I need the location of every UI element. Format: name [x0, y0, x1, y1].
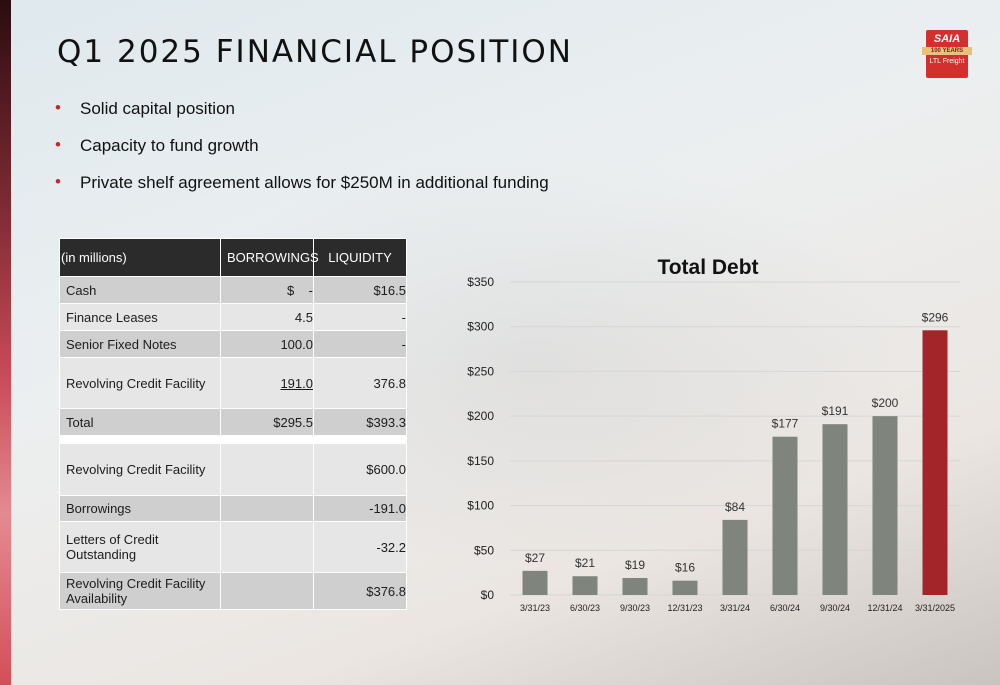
x-tick-label: 12/31/23	[667, 603, 702, 613]
bullet-list: • Solid capital position • Capacity to fun…	[55, 98, 549, 210]
table-header: BORROWINGS	[220, 238, 319, 277]
x-tick-label: 6/30/24	[770, 603, 800, 613]
table-row-total: Total $295.5 $393.3	[59, 408, 407, 436]
bullet-dot-icon: •	[55, 172, 61, 191]
table-row: Revolving Credit Facility $600.0	[59, 443, 407, 496]
table-cell	[220, 521, 314, 573]
table-cell: 191.0	[220, 357, 314, 409]
bar	[872, 416, 898, 595]
x-tick-label: 12/31/24	[867, 603, 902, 613]
bullet-text: Private shelf agreement allows for $250M…	[80, 173, 549, 192]
table-cell-label: Letters of Credit Outstanding	[59, 521, 221, 573]
x-tick-label: 3/31/23	[520, 603, 550, 613]
bar	[822, 424, 848, 595]
table-cell: $295.5	[220, 408, 314, 436]
table-cell: $393.3	[313, 408, 407, 436]
table-cell-label: Revolving Credit Facility Availability	[59, 572, 221, 610]
table-cell-label: Senior Fixed Notes	[59, 330, 221, 358]
table-row: Cash $ - $16.5	[59, 276, 407, 304]
table-row: Borrowings -191.0	[59, 495, 407, 522]
y-tick-label: $200	[467, 409, 494, 423]
bar	[722, 519, 748, 595]
table-cell: $600.0	[313, 443, 407, 496]
y-tick-label: $0	[481, 588, 495, 602]
page-title: Q1 2025 FINANCIAL POSITION	[57, 34, 573, 70]
bar-value-label: $21	[575, 556, 595, 570]
table-cell-label: Revolving Credit Facility	[59, 443, 221, 496]
bar	[772, 436, 798, 595]
y-tick-label: $100	[467, 499, 494, 513]
company-logo: SAIA 100 YEARS LTL Freight	[922, 30, 972, 78]
bar	[672, 580, 698, 595]
bar	[622, 578, 648, 595]
table-separator	[59, 435, 407, 444]
table-cell: $ -	[220, 276, 314, 304]
table-cell: 376.8	[313, 357, 407, 409]
total-debt-chart: Total Debt $0 $50 $100 $150 $200 $250 $300 $350…	[460, 240, 1000, 620]
table-header: (in millions)	[59, 238, 221, 277]
bullet-text: Solid capital position	[80, 99, 235, 118]
y-tick-label: $50	[474, 543, 494, 557]
table-cell: -32.2	[313, 521, 407, 573]
table-header-row: (in millions) BORROWINGS LIQUIDITY	[59, 238, 407, 277]
bar-value-label: $27	[525, 551, 545, 565]
table-cell: 4.5	[220, 303, 314, 331]
table-row: Revolving Credit Facility Availability $…	[59, 572, 407, 610]
table-row: Finance Leases 4.5 -	[59, 303, 407, 331]
table-cell-label: Revolving Credit Facility	[59, 357, 221, 409]
chart-axis: $0 $50 $100 $150 $200 $250 $300 $350 3/31/23 6/30…	[467, 275, 955, 613]
table-cell-label: Borrowings	[59, 495, 221, 522]
table-cell	[220, 572, 314, 610]
x-tick-label: 9/30/24	[820, 603, 850, 613]
logo-brand: SAIA	[933, 33, 961, 45]
financial-position-table: (in millions) BORROWINGS LIQUIDITY Cash …	[59, 238, 407, 610]
bar	[572, 576, 598, 595]
bullet-item: • Capacity to fund growth	[55, 135, 549, 173]
bar-value-label: $191	[822, 404, 849, 418]
x-tick-label: 6/30/23	[570, 603, 600, 613]
bar-value-label: $296	[922, 310, 949, 324]
bar	[922, 330, 948, 595]
bar-value-label: $19	[625, 558, 645, 572]
bullet-item: • Private shelf agreement allows for $250…	[55, 172, 549, 210]
table-cell-label: Finance Leases	[59, 303, 221, 331]
bar-value-label: $200	[872, 396, 899, 410]
bar-value-label: $84	[725, 500, 745, 514]
bullet-dot-icon: •	[55, 135, 61, 154]
bar-value-label: $177	[772, 417, 799, 431]
bullet-text: Capacity to fund growth	[80, 136, 259, 155]
table-cell: -191.0	[313, 495, 407, 522]
table-row: Senior Fixed Notes 100.0 -	[59, 330, 407, 358]
table-cell: -	[313, 330, 407, 358]
chart-bars: $27 $21 $19 $16 $84 $177 $191 $200 $296	[522, 310, 949, 595]
x-tick-label: 3/31/2025	[915, 603, 955, 613]
table-cell: $376.8	[313, 572, 407, 610]
y-tick-label: $150	[467, 454, 494, 468]
logo-tagline: LTL Freight	[929, 58, 965, 65]
table-cell	[220, 495, 314, 522]
table-cell-label: Total	[59, 408, 221, 436]
left-accent-bar	[0, 0, 11, 685]
bar	[522, 570, 548, 595]
table-cell: $16.5	[313, 276, 407, 304]
table-cell: -	[313, 303, 407, 331]
bar-value-label: $16	[675, 561, 695, 575]
table-row: Letters of Credit Outstanding -32.2	[59, 521, 407, 573]
table-cell	[220, 443, 314, 496]
y-tick-label: $350	[467, 275, 494, 289]
bullet-dot-icon: •	[55, 98, 61, 117]
table-cell: 100.0	[220, 330, 314, 358]
x-tick-label: 3/31/24	[720, 603, 750, 613]
y-tick-label: $300	[467, 320, 494, 334]
bullet-item: • Solid capital position	[55, 98, 549, 136]
table-cell-label: Cash	[59, 276, 221, 304]
y-tick-label: $250	[467, 364, 494, 378]
chart-title: Total Debt	[657, 256, 758, 279]
table-row: Revolving Credit Facility 191.0 376.8	[59, 357, 407, 409]
table-header: LIQUIDITY	[313, 238, 407, 277]
logo-ribbon: 100 YEARS	[922, 47, 972, 55]
x-tick-label: 9/30/23	[620, 603, 650, 613]
chart-svg: Total Debt $0 $50 $100 $150 $200 $250 $300 $350…	[467, 256, 960, 613]
